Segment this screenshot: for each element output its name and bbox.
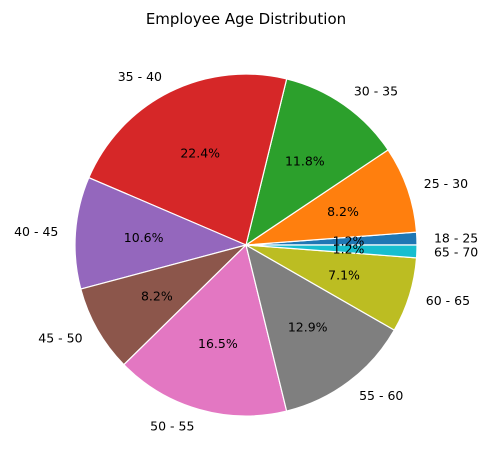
pie-category-label-2: 30 - 35 <box>354 83 398 98</box>
pie-percent-label-6: 16.5% <box>198 336 238 351</box>
pie-category-label-8: 60 - 65 <box>426 293 470 308</box>
pie-labels: 1.2% 18 - 25 8.2% 25 - 30 11.8% 30 - 35 22.4% 3… <box>14 69 478 433</box>
pie-slice-6 <box>123 243 288 417</box>
pie-category-label-3: 35 - 40 <box>118 69 162 84</box>
pie-percent-label-1: 8.2% <box>327 204 359 219</box>
pie-slice-3 <box>88 73 288 246</box>
pie-percent-label-2: 11.8% <box>285 153 325 168</box>
pie-slice-4 <box>74 176 248 290</box>
pie-category-label-0: 18 - 25 <box>434 230 478 245</box>
pie-percent-label-3: 22.4% <box>180 146 220 161</box>
pie-percent-label-7: 12.9% <box>288 319 328 334</box>
pie-slices <box>74 73 418 417</box>
pie-percent-label-9: 1.2% <box>333 241 365 256</box>
pie-slice-5 <box>80 243 249 366</box>
pie-slice-1 <box>243 149 418 246</box>
pie-percent-label-8: 7.1% <box>328 268 360 283</box>
pie-category-label-7: 55 - 60 <box>359 388 403 403</box>
pie-slice-2 <box>245 78 389 247</box>
chart-title: Employee Age Distribution <box>146 10 346 28</box>
pie-percent-label-4: 10.6% <box>124 230 164 245</box>
pie-percent-label-0: 1.2% <box>333 234 365 249</box>
pie-category-label-4: 40 - 45 <box>14 224 58 239</box>
pie-slice-7 <box>245 243 396 412</box>
pie-category-label-5: 45 - 50 <box>38 331 82 346</box>
pie-category-label-1: 25 - 30 <box>424 176 468 191</box>
pie-slice-9 <box>245 244 418 259</box>
pie-category-label-6: 50 - 55 <box>150 418 194 433</box>
pie-percent-label-5: 8.2% <box>141 288 173 303</box>
pie-category-label-9: 65 - 70 <box>434 245 478 260</box>
